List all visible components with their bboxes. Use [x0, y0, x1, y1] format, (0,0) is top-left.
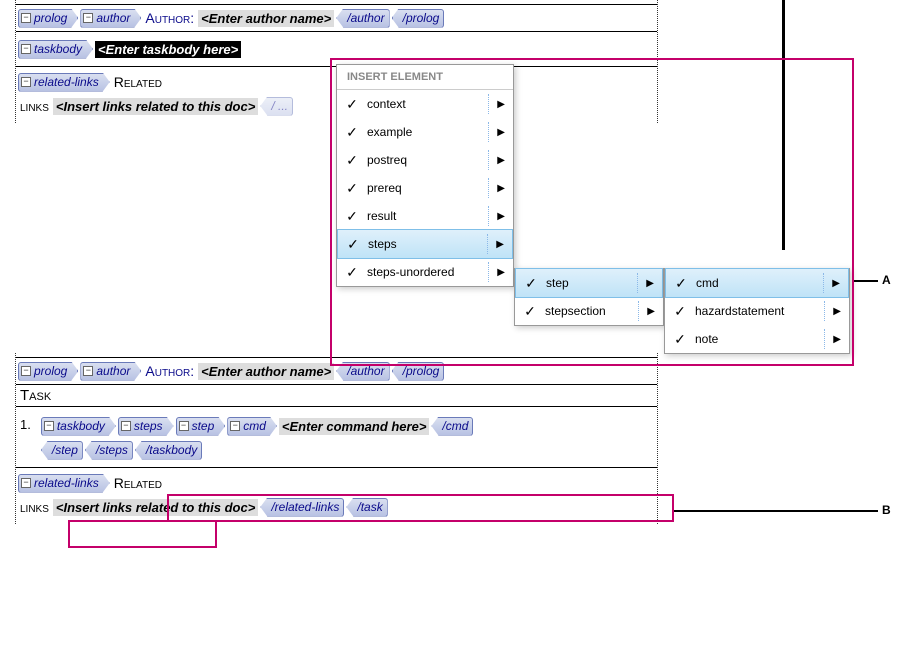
tag-step-close[interactable]: / step	[41, 441, 83, 460]
menu-item-steps-unordered[interactable]: ✓steps-unordered▶	[337, 258, 513, 286]
tag-relatedlinks-open[interactable]: −related-links	[18, 73, 110, 92]
links-placeholder-1[interactable]: <Insert links related to this doc>	[53, 98, 258, 115]
menu-header: INSERT ELEMENT	[337, 65, 513, 90]
prolog-line-2: −prolog −author Author: <Enter author na…	[16, 360, 657, 382]
tag-taskbody-open[interactable]: −taskbody	[18, 40, 93, 59]
related-links-line-4: links <Insert links related to this doc>…	[16, 496, 657, 518]
submenu-item-stepsection[interactable]: ✓stepsection▶	[515, 297, 663, 325]
taskbody-placeholder[interactable]: <Enter taskbody here>	[95, 41, 241, 58]
step-line-1: −taskbody −steps −step −cmd <Enter comma…	[39, 415, 657, 437]
tag-prolog-close[interactable]: / prolog	[392, 9, 445, 28]
related-label-1: Related	[112, 74, 164, 90]
submenu-item-note[interactable]: ✓note▶	[665, 325, 849, 353]
separator-bar	[782, 0, 785, 250]
menu-item-context[interactable]: ✓context▶	[337, 90, 513, 118]
tag-taskbody-open-2[interactable]: −taskbody	[41, 417, 116, 436]
menu-item-example[interactable]: ✓example▶	[337, 118, 513, 146]
callout-box-b2	[68, 520, 217, 548]
prolog-line: −prolog −author Author: <Enter author na…	[16, 7, 657, 29]
author-label-2: Author:	[143, 363, 196, 379]
author-placeholder-2[interactable]: <Enter author name>	[198, 363, 334, 380]
menu-item-steps[interactable]: ✓steps▶	[337, 229, 513, 259]
tag-prolog-close-2[interactable]: / prolog	[392, 362, 445, 381]
editor-after: −prolog −author Author: <Enter author na…	[15, 353, 658, 524]
step-line-2: / step / steps / taskbody	[39, 439, 657, 461]
tag-relatedlinks-close-hidden[interactable]: / ...	[260, 97, 293, 116]
tag-author-close[interactable]: / author	[336, 9, 389, 28]
tag-taskbody-close-2[interactable]: / taskbody	[135, 441, 202, 460]
callout-label-a: A	[882, 273, 891, 287]
submenu-item-hazardstatement[interactable]: ✓hazardstatement▶	[665, 297, 849, 325]
tag-relatedlinks-close-2[interactable]: / related-links	[260, 498, 344, 517]
tag-author-open[interactable]: −author	[80, 9, 141, 28]
tag-task-close[interactable]: / task	[346, 498, 387, 517]
links-label-2: links	[18, 499, 51, 515]
related-links-line-3: −related-links Related	[16, 472, 657, 494]
taskbody-line: −taskbody <Enter taskbody here>	[16, 38, 657, 60]
submenu-steps[interactable]: ✓step▶ ✓stepsection▶	[514, 268, 664, 326]
callout-line-b	[674, 510, 878, 512]
tag-relatedlinks-open-2[interactable]: −related-links	[18, 474, 110, 493]
task-heading: Task	[16, 384, 657, 406]
related-label-2: Related	[112, 475, 164, 491]
links-placeholder-2[interactable]: <Insert links related to this doc>	[53, 499, 258, 516]
tag-author-close-2[interactable]: / author	[336, 362, 389, 381]
cmd-placeholder[interactable]: <Enter command here>	[279, 418, 430, 435]
callout-label-b: B	[882, 503, 891, 517]
submenu-step[interactable]: ✓cmd▶ ✓hazardstatement▶ ✓note▶	[664, 268, 850, 354]
insert-element-menu[interactable]: INSERT ELEMENT ✓context▶ ✓example▶ ✓post…	[336, 64, 514, 287]
tag-steps-close[interactable]: / steps	[85, 441, 133, 460]
menu-item-prereq[interactable]: ✓prereq▶	[337, 174, 513, 202]
submenu-item-step[interactable]: ✓step▶	[515, 268, 663, 298]
tag-prolog-open-2[interactable]: −prolog	[18, 362, 78, 381]
tag-prolog-open[interactable]: −prolog	[18, 9, 78, 28]
tag-cmd-open[interactable]: −cmd	[227, 417, 277, 436]
tag-author-open-2[interactable]: −author	[80, 362, 141, 381]
submenu-item-cmd[interactable]: ✓cmd▶	[665, 268, 849, 298]
step-list: 1. −taskbody −steps −step −cmd <Enter co…	[16, 413, 657, 463]
links-label-1: links	[18, 98, 51, 114]
author-label: Author:	[143, 10, 196, 26]
menu-item-postreq[interactable]: ✓postreq▶	[337, 146, 513, 174]
tag-cmd-close[interactable]: / cmd	[431, 417, 473, 436]
step-number: 1.	[16, 413, 33, 432]
tag-steps-open[interactable]: −steps	[118, 417, 174, 436]
author-placeholder[interactable]: <Enter author name>	[198, 10, 334, 27]
menu-item-result[interactable]: ✓result▶	[337, 202, 513, 230]
callout-line-a	[852, 280, 878, 282]
tag-step-open[interactable]: −step	[176, 417, 226, 436]
